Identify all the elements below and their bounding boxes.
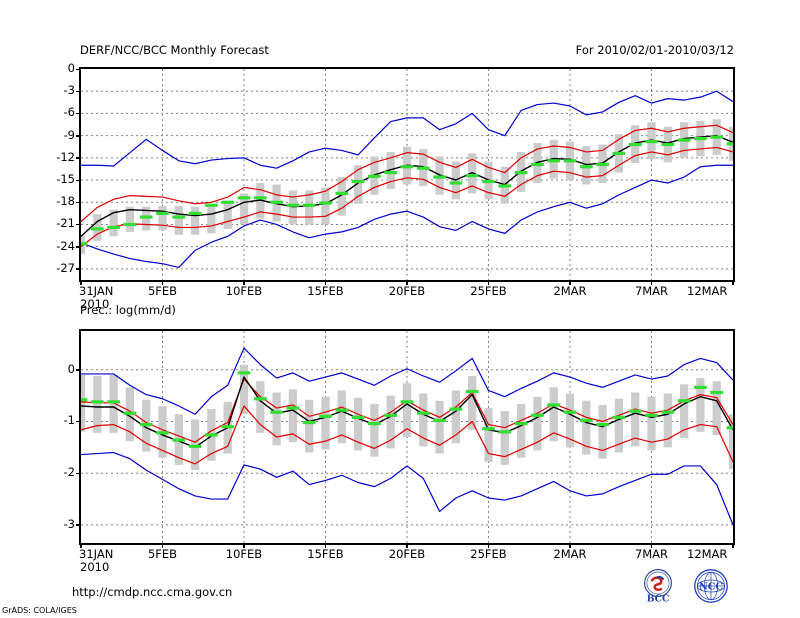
- y-tick-mark: [76, 223, 81, 226]
- x-tick-label: 15FEB: [307, 547, 344, 561]
- x-tick-label: 7MAR: [634, 284, 669, 298]
- x-tick-label: 10FEB: [225, 284, 263, 298]
- y-tick-mark: [76, 68, 81, 70]
- x-tick-label: 12MAR: [687, 547, 728, 561]
- x-tick-label: 12MAR: [687, 284, 728, 298]
- grads-attribution: GrADS: COLA/IGES: [2, 606, 77, 615]
- temperature-svg: [81, 69, 733, 280]
- x-tick-label: 20FEB: [388, 547, 426, 561]
- y-tick-mark: [76, 369, 81, 371]
- x-tick-label: 31JAN: [79, 284, 114, 298]
- x-tick-label: 7MAR: [634, 547, 669, 561]
- max-envelope-line: [81, 347, 733, 415]
- y-tick-mark: [76, 135, 81, 137]
- median-dashes: [81, 371, 733, 448]
- x-tick-mark: [732, 280, 734, 285]
- y-tick-mark: [76, 268, 81, 270]
- spread-bars: [81, 364, 733, 471]
- x-tick-label: 25FEB: [470, 284, 507, 298]
- max-envelope-line: [81, 90, 733, 169]
- y-tick-label: -27: [56, 260, 75, 275]
- y-tick-label: -24: [56, 238, 75, 253]
- svg-text:NCC: NCC: [699, 582, 723, 593]
- min-envelope-line: [81, 164, 733, 269]
- x-tick-mark: [243, 543, 245, 548]
- y-tick-label: -12: [56, 149, 75, 164]
- x-tick-mark: [569, 543, 571, 548]
- logo-group: BCC NCC: [636, 568, 746, 604]
- website-url[interactable]: http://cmdp.ncc.cma.gov.cn: [72, 585, 233, 599]
- x-tick-mark: [650, 280, 653, 285]
- y-tick-mark: [76, 420, 81, 423]
- x-tick-mark: [80, 280, 82, 285]
- y-tick-label: -2: [63, 465, 75, 480]
- x-tick-label: 10FEB: [225, 547, 263, 561]
- lower-quartile-line: [81, 146, 733, 248]
- x-tick-mark: [324, 543, 327, 548]
- x-tick-mark: [569, 280, 571, 285]
- x-tick-mark: [161, 280, 164, 285]
- ncc-logo: NCC: [688, 568, 734, 608]
- x-tick-label: 5FEB: [147, 547, 178, 561]
- y-tick-mark: [76, 90, 81, 93]
- x-tick-mark: [324, 280, 327, 285]
- temperature-plot-area: [81, 69, 733, 280]
- median-dashes: [81, 135, 733, 246]
- x-tick-label: 20FEB: [388, 284, 426, 298]
- y-tick-mark: [76, 112, 81, 115]
- x-tick-mark: [161, 543, 164, 548]
- x-tick-label: 25FEB: [470, 547, 507, 561]
- chart-title: DERF/NCC/BCC Monthly Forecast: [80, 43, 269, 57]
- y-tick-label: -6: [63, 105, 75, 120]
- precipitation-plot-area: [81, 331, 733, 543]
- y-tick-label: -15: [56, 172, 75, 187]
- forecast-period-label: For 2010/02/01-2010/03/12: [575, 43, 734, 57]
- upper-quartile-line: [81, 124, 733, 222]
- y-tick-label: -21: [56, 216, 75, 231]
- svg-text:BCC: BCC: [647, 593, 670, 604]
- precipitation-svg: [81, 331, 733, 543]
- lower-quartile-line: [81, 405, 733, 465]
- y-tick-label: -3: [63, 83, 75, 98]
- y-tick-mark: [76, 524, 81, 526]
- bcc-logo: BCC: [636, 568, 680, 608]
- x-tick-label: 2MAR: [553, 547, 587, 561]
- precipitation-plot-frame: [79, 329, 735, 545]
- min-envelope-line: [81, 451, 733, 526]
- temperature-plot-frame: [79, 67, 735, 282]
- x-tick-mark: [80, 543, 82, 548]
- y-tick-mark: [76, 179, 81, 182]
- x-tick-label: 15FEB: [307, 284, 344, 298]
- x-tick-label: 31JAN: [79, 547, 114, 561]
- y-tick-label: 0: [67, 361, 75, 376]
- x-axis-year-label: 2010: [80, 560, 110, 574]
- y-tick-mark: [76, 246, 81, 248]
- y-tick-label: -3: [63, 516, 75, 531]
- y-tick-mark: [76, 472, 81, 475]
- x-tick-mark: [487, 280, 490, 285]
- y-tick-label: -1: [63, 413, 75, 428]
- x-tick-mark: [650, 543, 653, 548]
- x-tick-label: 5FEB: [147, 284, 178, 298]
- x-axis-year-label: 2010: [80, 297, 110, 311]
- y-tick-label: -18: [56, 194, 75, 209]
- x-tick-mark: [243, 280, 245, 285]
- y-tick-mark: [76, 157, 81, 159]
- y-tick-label: -9: [63, 127, 75, 142]
- panel2-variable-label: Prec.: log(mm/d): [80, 303, 176, 317]
- y-tick-mark: [76, 201, 81, 204]
- x-tick-mark: [732, 543, 734, 548]
- x-tick-label: 2MAR: [553, 284, 587, 298]
- x-tick-mark: [487, 543, 490, 548]
- x-tick-mark: [406, 543, 408, 548]
- x-tick-mark: [406, 280, 408, 285]
- y-tick-label: 0: [67, 61, 75, 75]
